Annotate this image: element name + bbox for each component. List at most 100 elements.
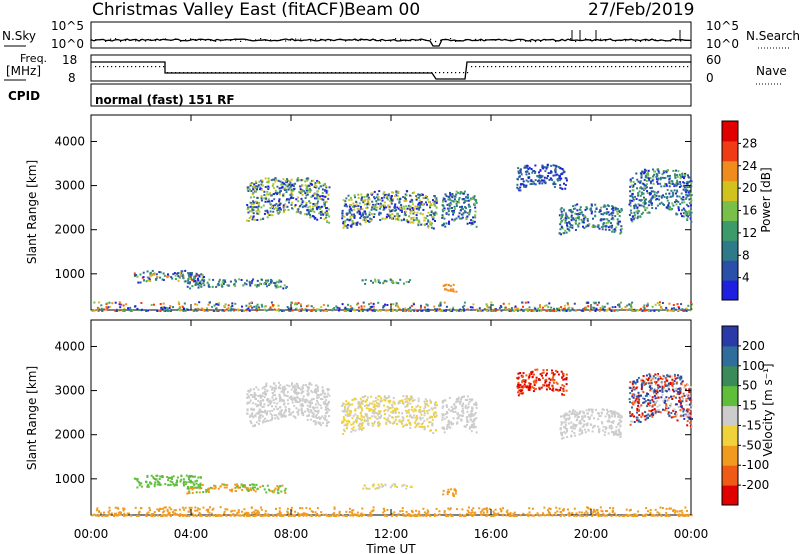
echo-cell: [370, 208, 373, 211]
echo-cell: [133, 477, 136, 480]
echo-cell: [586, 422, 589, 425]
echo-cell: [671, 378, 674, 381]
echo-cell: [308, 200, 311, 203]
echo-cell: [412, 212, 415, 215]
echo-cell: [455, 400, 458, 403]
echo-cell: [169, 305, 172, 307]
echo-cell: [107, 306, 110, 309]
echo-cell: [410, 408, 413, 411]
echo-cell: [454, 492, 457, 495]
echo-cell: [669, 206, 671, 209]
echo-cell: [308, 382, 311, 384]
echo-cell: [366, 309, 369, 312]
echo-cell: [618, 428, 621, 431]
echo-cell: [466, 418, 468, 421]
echo-cell: [431, 215, 434, 218]
echo-cell: [421, 309, 424, 312]
echo-cell: [443, 209, 446, 211]
echo-cell: [665, 183, 668, 186]
echo-cell: [297, 196, 300, 199]
echo-cell: [174, 278, 177, 281]
echo-cell: [158, 481, 161, 484]
echo-cell: [283, 385, 286, 388]
echo-cell: [404, 398, 407, 401]
echo-cell: [429, 214, 432, 216]
echo-cell: [591, 204, 593, 207]
echo-cell: [560, 214, 563, 217]
echo-cell: [500, 306, 503, 309]
echo-cell: [361, 418, 364, 421]
echo-cell: [361, 212, 364, 215]
echo-cell: [592, 217, 594, 220]
echo-cell: [401, 420, 404, 423]
echo-cell: [450, 308, 452, 311]
echo-cell: [372, 406, 375, 408]
echo-cell: [343, 408, 346, 411]
echo-cell: [389, 210, 392, 213]
echo-cell: [349, 215, 352, 218]
echo-cell: [301, 409, 304, 412]
echo-cell: [383, 417, 386, 420]
echo-cell: [414, 421, 416, 424]
echo-cell: [230, 490, 233, 493]
echo-cell: [274, 177, 277, 180]
echo-cell: [189, 487, 192, 490]
echo-cell: [589, 309, 592, 312]
echo-cell: [121, 310, 124, 312]
echo-cell: [415, 405, 418, 408]
echo-cell: [202, 491, 205, 493]
echo-cell: [388, 401, 391, 404]
echo-cell: [346, 224, 349, 226]
echo-cell: [376, 309, 379, 312]
echo-cell: [475, 431, 478, 434]
echo-cell: [393, 420, 396, 423]
echo-cell: [406, 397, 409, 400]
echo-cell: [297, 413, 300, 416]
echo-cell: [342, 199, 345, 202]
echo-cell: [373, 420, 376, 423]
echo-cell: [423, 219, 426, 222]
echo-cell: [631, 220, 634, 223]
echo-cell: [269, 210, 272, 213]
echo-cell: [355, 398, 358, 401]
echo-cell: [313, 391, 316, 393]
echo-cell: [456, 413, 459, 415]
echo-cell: [295, 385, 298, 388]
echo-cell: [681, 215, 683, 218]
echo-cell: [432, 412, 435, 415]
echo-cell: [278, 279, 281, 282]
echo-cell: [522, 372, 525, 375]
echo-cell: [374, 280, 377, 283]
echo-cell: [276, 193, 279, 195]
echo-cell: [649, 201, 652, 204]
echo-cell: [309, 208, 312, 211]
echo-cell: [474, 206, 477, 209]
echo-cell: [310, 389, 313, 392]
echo-cell: [646, 302, 649, 305]
echo-cell: [376, 193, 379, 196]
echo-cell: [666, 309, 669, 312]
echo-cell: [376, 206, 379, 209]
echo-cell: [447, 408, 450, 411]
echo-cell: [246, 409, 249, 412]
echo-cell: [615, 426, 618, 429]
echo-cell: [317, 403, 320, 406]
echo-cell: [366, 215, 369, 218]
echo-cell: [552, 182, 555, 185]
echo-cell: [348, 210, 351, 213]
noise-search-dot: [300, 38, 302, 40]
echo-cell: [619, 232, 622, 235]
echo-cell: [646, 206, 649, 209]
echo-cell: [681, 174, 684, 177]
colorbar-swatch: [722, 160, 738, 182]
echo-cell: [364, 278, 367, 281]
echo-cell: [616, 423, 619, 426]
echo-cell: [325, 402, 328, 405]
freq-label-line1: Freq.: [20, 52, 47, 65]
echo-cell: [598, 227, 601, 230]
echo-cell: [271, 304, 274, 306]
echo-cell: [276, 185, 279, 188]
echo-cell: [589, 423, 592, 426]
echo-cell: [297, 177, 300, 179]
echo-cell: [214, 309, 217, 312]
